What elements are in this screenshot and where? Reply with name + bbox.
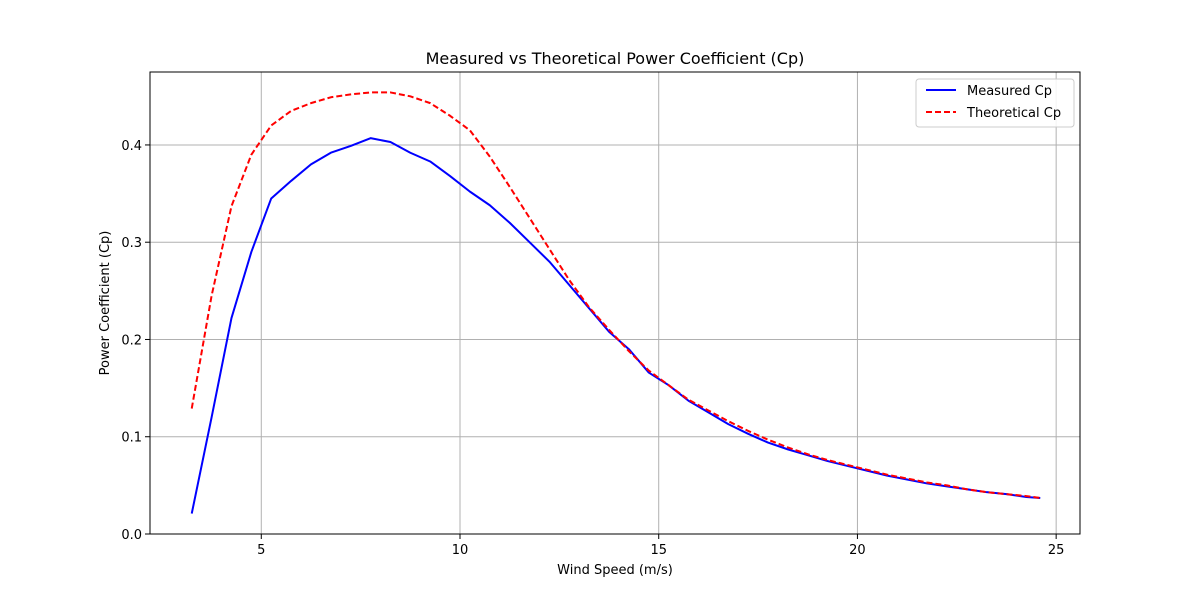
series-line-theoretical-cp (190, 91, 1041, 500)
y-tick-label: 0.1 (121, 431, 142, 446)
y-tick-label: 0.4 (121, 139, 142, 154)
legend-measured-label: Measured Cp (967, 84, 1052, 99)
y-axis-label: Power Coefficient (Cp) (98, 231, 113, 376)
legend: Measured Cp Theoretical Cp (915, 78, 1075, 128)
series-lines (190, 91, 1041, 514)
legend-theoretical-label: Theoretical Cp (966, 106, 1061, 121)
x-tick-label: 5 (257, 543, 265, 558)
y-tick-label: 0.2 (121, 333, 142, 348)
x-tick-label: 15 (650, 543, 667, 558)
x-tick-label: 20 (849, 543, 866, 558)
y-tick-label: 0.0 (121, 528, 142, 543)
plot-area-frame (149, 71, 1081, 535)
y-axis-ticks: 0.0 0.1 0.2 0.3 0.4 (121, 139, 150, 543)
x-axis-label: Wind Speed (m/s) (557, 563, 673, 578)
chart-title: Measured vs Theoretical Power Coefficien… (426, 49, 805, 68)
x-axis-ticks: 5 10 15 20 25 (257, 534, 1064, 558)
x-tick-label: 10 (452, 543, 469, 558)
x-tick-label: 25 (1048, 543, 1065, 558)
y-tick-label: 0.3 (121, 236, 142, 251)
